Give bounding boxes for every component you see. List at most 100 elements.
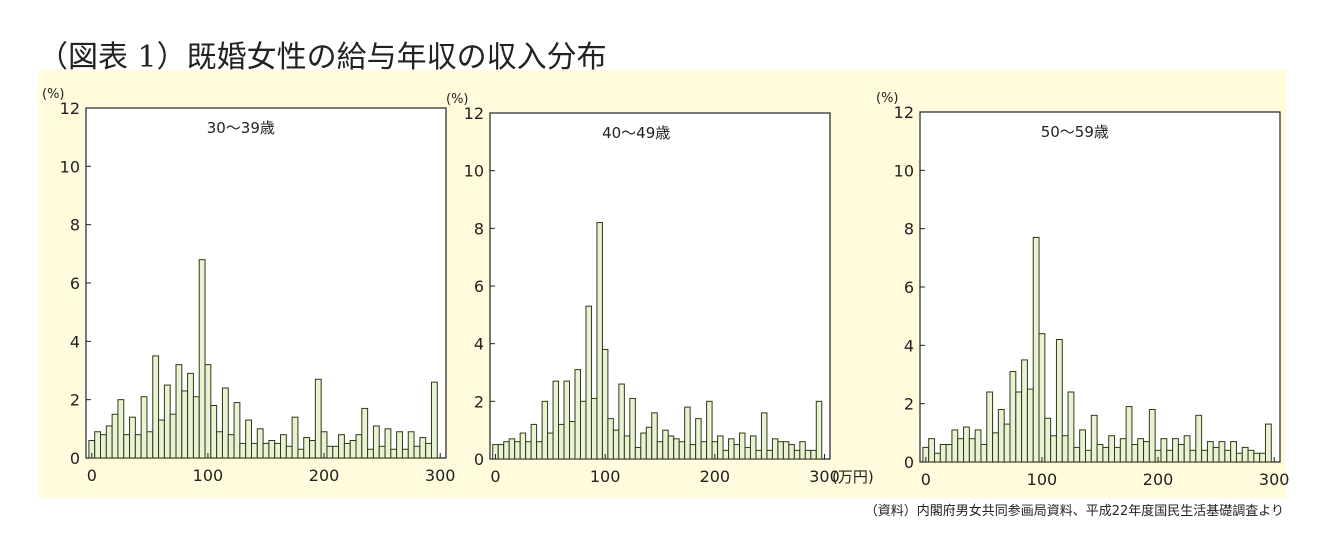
histogram-bar [1026,388,1034,463]
histogram-bar [689,444,697,460]
histogram-bar [810,449,817,460]
histogram-bar [1009,371,1017,463]
histogram-bar [799,441,806,460]
histogram-bar [262,442,270,459]
histogram-bar [667,435,675,460]
histogram-bar [216,431,223,459]
histogram-bar [739,432,746,460]
histogram-bar [1183,435,1191,463]
x-tick-label: 300 [1259,470,1290,489]
x-tick-label: 200 [700,467,731,486]
y-tick-label: 2 [70,391,80,410]
x-unit-label: (万円) [832,468,874,486]
histogram-bar [623,435,631,460]
histogram-bar [268,440,276,459]
y-tick-label: 2 [904,395,914,414]
y-tick-label: 10 [60,157,80,176]
histogram-bar [634,446,642,460]
histogram-bar [569,421,576,460]
histogram-age-30-39: 0 2 4 6 8 10 12 0 100 200 300 (%) 30～39歳 [42,87,455,485]
y-tick-label: 8 [904,220,914,239]
histogram-bar [957,438,965,463]
histogram-bar [227,434,235,459]
histogram-bar [140,396,148,459]
histogram-bar [117,399,125,459]
histogram-bar [274,442,282,459]
y-unit-label: (%) [42,87,65,102]
histogram-bar [1096,444,1104,463]
histogram-bar [378,445,386,459]
histogram-bar [1114,446,1121,463]
histogram-bar [733,444,741,460]
x-tick-label: 0 [490,467,500,486]
histogram-bar [129,416,136,459]
histogram-bar [525,441,532,460]
y-tick-label: 0 [474,450,484,469]
histogram-bar [612,429,620,460]
histogram-bar [728,438,735,460]
histogram-bar [192,396,200,459]
histogram-bar [1032,236,1040,463]
histogram-bar [187,372,194,459]
x-tick-label: 200 [309,466,340,485]
histogram-bar [574,369,581,460]
histogram-bar [678,441,686,460]
histogram-bar [1003,423,1011,463]
histogram-bar [1166,449,1174,463]
x-tick-label: 300 [425,466,456,485]
histogram-bar [198,259,206,459]
age-group-label: 40～49歳 [602,124,670,142]
histogram-bar [1189,449,1197,463]
histogram-bar [152,355,160,459]
x-tick-label: 300 [809,467,840,486]
x-tick-label: 200 [1143,470,1174,489]
histogram-bar [585,305,592,460]
histogram-bar [508,438,516,460]
histogram-bar [332,445,340,459]
histogram-bar [291,416,299,459]
y-tick-label: 10 [464,162,484,181]
histogram-bar [1131,444,1139,463]
histogram-bar [158,419,165,459]
histogram-bar [497,444,505,460]
histogram-bar [1015,391,1023,463]
histogram-bar [1073,446,1081,463]
histogram-bar [407,431,415,459]
histogram-bar [105,425,113,459]
histogram-bar [629,397,636,460]
histogram-bar [1061,435,1069,463]
histogram-bar [1235,452,1243,463]
histogram-bar [992,432,999,463]
histogram-bar [233,402,241,459]
histogram-bar [514,441,521,460]
histogram-bar [1079,429,1086,463]
histogram-bar [552,380,560,460]
histogram-bar [755,449,762,460]
histogram-bar [343,442,351,459]
histogram-bar [134,434,142,459]
histogram-bar [1218,441,1226,463]
histogram-bar [1119,438,1127,463]
histogram-bar [169,413,177,459]
y-tick-label: 12 [464,104,484,123]
histogram-bar [793,449,801,460]
histogram-bar [1055,339,1063,463]
y-tick-label: 12 [60,99,80,118]
histogram-bar [1206,441,1214,463]
histogram-bar [722,449,730,460]
histogram-bar [1160,438,1168,463]
y-tick-label: 0 [70,449,80,468]
histogram-bar [1067,391,1075,463]
histogram-bar [968,438,976,463]
histogram-bar [1021,359,1028,463]
age-group-label: 50～59歳 [1041,123,1109,141]
histogram-bar [309,440,316,459]
histogram-bar [717,435,724,460]
histogram-bar [590,397,598,460]
histogram-bar [1247,449,1255,463]
histogram-bar [100,434,107,459]
histogram-bar [986,391,994,463]
histogram-bar [285,445,293,459]
y-tick-label: 4 [904,336,914,355]
histogram-bar [749,435,757,460]
